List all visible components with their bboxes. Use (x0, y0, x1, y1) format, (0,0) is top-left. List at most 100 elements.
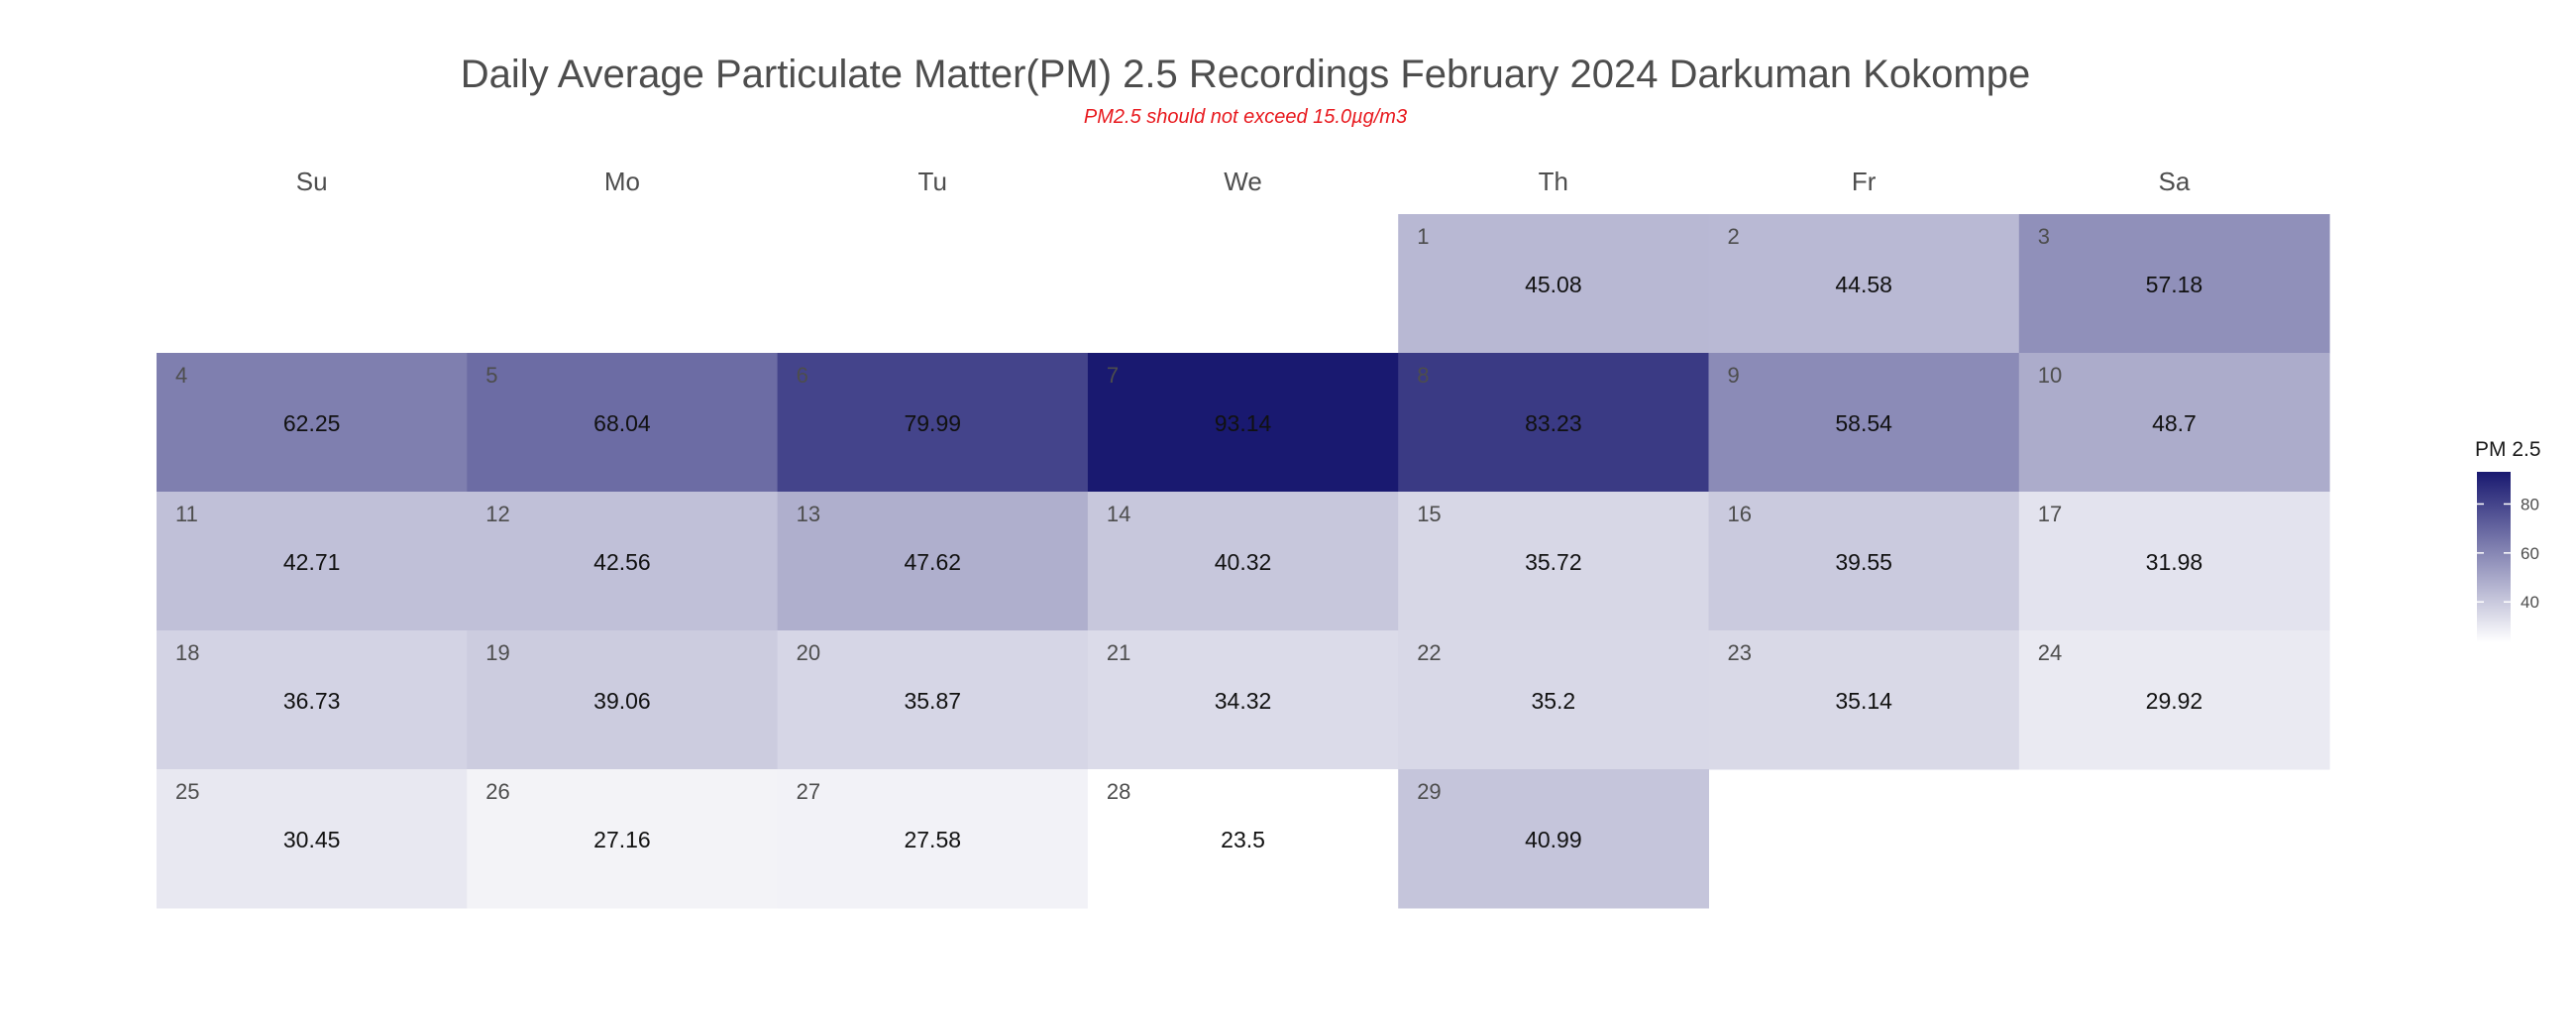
day-cell-fill (1398, 630, 1709, 770)
day-cell: 793.14 (1087, 353, 1399, 493)
day-cells: 145.08244.58357.18462.25568.04679.99793.… (157, 214, 2330, 909)
day-value-label: 45.08 (1525, 272, 1582, 297)
legend-tick-label: 80 (2521, 495, 2539, 513)
day-number-label: 3 (2038, 224, 2050, 249)
day-value-label: 36.73 (283, 688, 341, 714)
day-cell: 26 27.16 (467, 769, 779, 909)
day-value-label: 93.14 (1215, 410, 1272, 436)
day-number-label: 8 (1417, 363, 1429, 388)
day-value-label: 39.55 (1835, 549, 1892, 575)
day-number-label: 29 (1417, 779, 1441, 804)
day-value-label: 40.99 (1525, 827, 1582, 852)
day-cell-fill (1708, 214, 2020, 354)
day-number-label: 26 (485, 779, 509, 804)
legend-tick-label: 60 (2521, 544, 2539, 563)
day-number-label: 11 (175, 502, 198, 526)
day-number-label: 20 (797, 640, 820, 665)
day-cell-fill (1087, 630, 1399, 770)
chart-title: Daily Average Particulate Matter(PM) 2.5… (461, 53, 2030, 96)
day-number-label: 21 (1107, 640, 1130, 665)
day-number-label: 28 (1107, 779, 1130, 804)
day-cell: 13 47.62 (777, 492, 1089, 631)
day-cell-fill (2018, 214, 2330, 354)
day-value-label: 40.32 (1215, 549, 1272, 575)
legend-tick-label: 40 (2521, 593, 2539, 612)
day-cell: 18 36.73 (157, 630, 468, 770)
day-value-label: 34.32 (1215, 688, 1272, 714)
day-value-label: 35.87 (904, 688, 961, 714)
day-number-label: 15 (1417, 502, 1441, 526)
day-value-label: 29.92 (2146, 688, 2203, 714)
day-cell-fill (1398, 769, 1709, 909)
day-cell-fill (1087, 769, 1399, 909)
day-number-label: 13 (797, 502, 820, 526)
day-cell: 14 40.32 (1087, 492, 1399, 631)
day-value-label: 35.72 (1525, 549, 1582, 575)
chart-subtitle: PM2.5 should not exceed 15.0µg/m3 (1084, 106, 1407, 128)
day-number-label: 4 (175, 363, 187, 388)
day-number-label: 16 (1728, 502, 1752, 526)
day-cell: 15 35.72 (1398, 492, 1709, 631)
day-value-label: 58.54 (1835, 410, 1892, 436)
day-cell-fill (1087, 492, 1399, 631)
day-cell-fill (2018, 353, 2330, 493)
day-value-label: 35.14 (1835, 688, 1892, 714)
day-cell: 10 48.7 (2018, 353, 2330, 493)
day-cell-fill (157, 630, 468, 770)
day-cell-fill (2018, 492, 2330, 631)
legend-color-bar (2477, 472, 2511, 642)
day-number-label: 17 (2038, 502, 2062, 526)
day-number-label: 6 (797, 363, 808, 388)
day-value-label: 42.71 (283, 549, 341, 575)
day-cell-fill (1398, 214, 1709, 354)
day-value-label: 27.58 (904, 827, 961, 852)
day-cell: 24 29.92 (2018, 630, 2330, 770)
day-cell-fill (157, 353, 468, 493)
color-legend: PM 2.5 40 60 80 (2475, 438, 2541, 642)
day-value-label: 42.56 (593, 549, 651, 575)
day-cell-fill (1398, 353, 1709, 493)
day-cell: 19 39.06 (467, 630, 779, 770)
day-cell-fill (1708, 492, 2020, 631)
day-cell: 25 30.45 (157, 769, 468, 909)
day-cell-fill (157, 769, 468, 909)
legend-title: PM 2.5 (2475, 438, 2541, 461)
day-value-label: 44.58 (1835, 272, 1892, 297)
day-cell: 22 35.2 (1398, 630, 1709, 770)
day-number-label: 22 (1417, 640, 1441, 665)
day-cell-fill (1087, 353, 1399, 493)
day-value-label: 30.45 (283, 827, 341, 852)
day-number-label: 9 (1728, 363, 1740, 388)
day-value-label: 47.62 (904, 549, 961, 575)
day-number-label: 24 (2038, 640, 2062, 665)
day-value-label: 57.18 (2146, 272, 2203, 297)
day-cell: 568.04 (467, 353, 779, 493)
day-value-label: 31.98 (2146, 549, 2203, 575)
day-value-label: 23.5 (1221, 827, 1265, 852)
day-cell: 23 35.14 (1708, 630, 2020, 770)
weekday-header-we: We (1224, 167, 1262, 196)
weekday-headers: Su Mo Tu We Th Fr Sa (296, 167, 2191, 196)
day-cell-fill (467, 492, 779, 631)
day-number-label: 12 (485, 502, 509, 526)
day-cell: 357.18 (2018, 214, 2330, 354)
day-cell-fill (2018, 630, 2330, 770)
day-cell: 883.23 (1398, 353, 1709, 493)
day-value-label: 83.23 (1525, 410, 1582, 436)
weekday-header-su: Su (296, 167, 328, 196)
day-number-label: 23 (1728, 640, 1752, 665)
day-cell: 12 42.56 (467, 492, 779, 631)
day-cell-fill (777, 492, 1089, 631)
day-cell: 28 23.5 (1087, 769, 1399, 909)
day-cell-fill (777, 353, 1089, 493)
day-cell: 20 35.87 (777, 630, 1089, 770)
weekday-header-mo: Mo (604, 167, 640, 196)
day-cell: 958.54 (1708, 353, 2020, 493)
day-number-label: 5 (485, 363, 497, 388)
day-cell: 462.25 (157, 353, 468, 493)
day-value-label: 62.25 (283, 410, 341, 436)
day-cell-fill (467, 353, 779, 493)
day-number-label: 18 (175, 640, 199, 665)
